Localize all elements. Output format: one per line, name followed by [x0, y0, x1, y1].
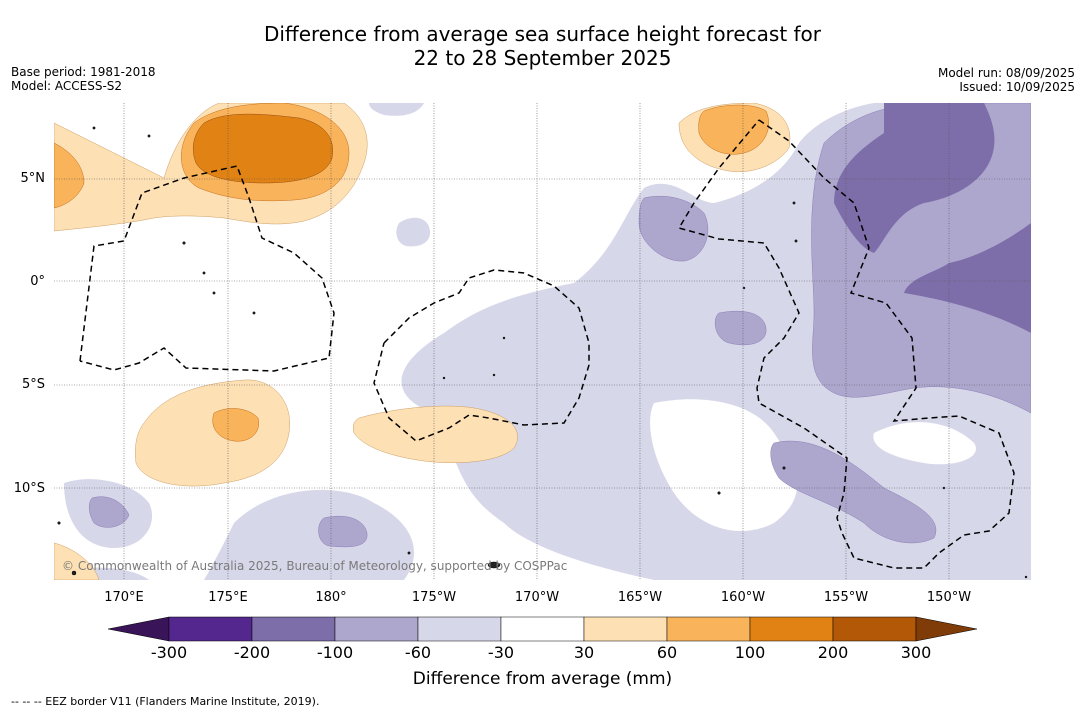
anomaly-neg200-100: [834, 103, 1031, 333]
copyright-text: © Commonwealth of Australia 2025, Bureau…: [62, 559, 568, 573]
colorbar-bin-neutral: [500, 616, 585, 642]
lon-label-170w: 170°W: [514, 590, 560, 605]
colorbar-bin-pos60-100: [666, 616, 751, 642]
colorbar-tick-neg100: -100: [316, 643, 354, 662]
eez-footnote: -- -- -- EEZ border V11 (Flanders Marine…: [11, 695, 320, 708]
lat-label-5n: 5°N: [20, 171, 46, 186]
colorbar-tick-pos300: 300: [900, 643, 932, 662]
lat-label-0: 0°: [30, 274, 45, 289]
lon-label-150w: 150°W: [926, 590, 972, 605]
colorbar-bin-neg100-60: [334, 616, 419, 642]
meta-left: Base period: 1981-2018 Model: ACCESS-S2: [11, 65, 156, 93]
colorbar-bin-pos100-200: [749, 616, 834, 642]
issued-text: Issued: 10/09/2025: [959, 80, 1075, 94]
lon-label-165w: 165°W: [617, 590, 663, 605]
map-area: [54, 103, 1031, 580]
colorbar-bin-neg300-200: [168, 616, 253, 642]
colorbar-bin-pos200-300: [832, 616, 917, 642]
base-period-text: Base period: 1981-2018: [11, 65, 156, 79]
lon-label-170e: 170°E: [104, 590, 144, 605]
map-title-line1: Difference from average sea surface heig…: [263, 22, 822, 46]
anomaly-pos100-200: [193, 113, 333, 184]
colorbar-bin-neg60-30: [417, 616, 502, 642]
colorbar-extend-min: [107, 616, 170, 642]
colorbar-tick-neg300: -300: [150, 643, 188, 662]
colorbar-tick-neg200: -200: [233, 643, 271, 662]
map-title-line2: 22 to 28 September 2025: [413, 46, 672, 70]
colorbar-bin-pos30-60: [583, 616, 668, 642]
colorbar-tick-pos200: 200: [817, 643, 849, 662]
map-svg: [54, 103, 1031, 580]
map-title: Difference from average sea surface heig…: [0, 22, 1085, 70]
colorbar: [107, 616, 978, 642]
meta-right: Model run: 08/09/2025 Issued: 10/09/2025: [938, 66, 1075, 94]
lon-label-175e: 175°E: [208, 590, 248, 605]
islands: [57, 126, 1028, 579]
graticule: [54, 103, 1031, 580]
model-run-text: Model run: 08/09/2025: [937, 66, 1075, 80]
eez-borders: [79, 119, 1015, 569]
lat-label-10s: 10°S: [13, 481, 45, 496]
colorbar-bin-neg200-100: [251, 616, 336, 642]
colorbar-tick-pos30: 30: [573, 643, 595, 662]
lon-label-160w: 160°W: [720, 590, 766, 605]
model-text: Model: ACCESS-S2: [11, 79, 123, 93]
lat-label-5s: 5°S: [21, 377, 45, 392]
colorbar-tick-neg60: -60: [404, 643, 432, 662]
lon-label-155w: 155°W: [823, 590, 869, 605]
lon-label-180: 180°: [315, 590, 347, 605]
colorbar-tick-pos60: 60: [656, 643, 678, 662]
colorbar-tick-neg30: -30: [487, 643, 515, 662]
colorbar-extend-max: [915, 616, 978, 642]
colorbar-tick-pos100: 100: [734, 643, 766, 662]
lon-label-175w: 175°W: [411, 590, 457, 605]
neutral-patch-east: [873, 422, 976, 465]
colorbar-label: Difference from average (mm): [412, 669, 673, 689]
